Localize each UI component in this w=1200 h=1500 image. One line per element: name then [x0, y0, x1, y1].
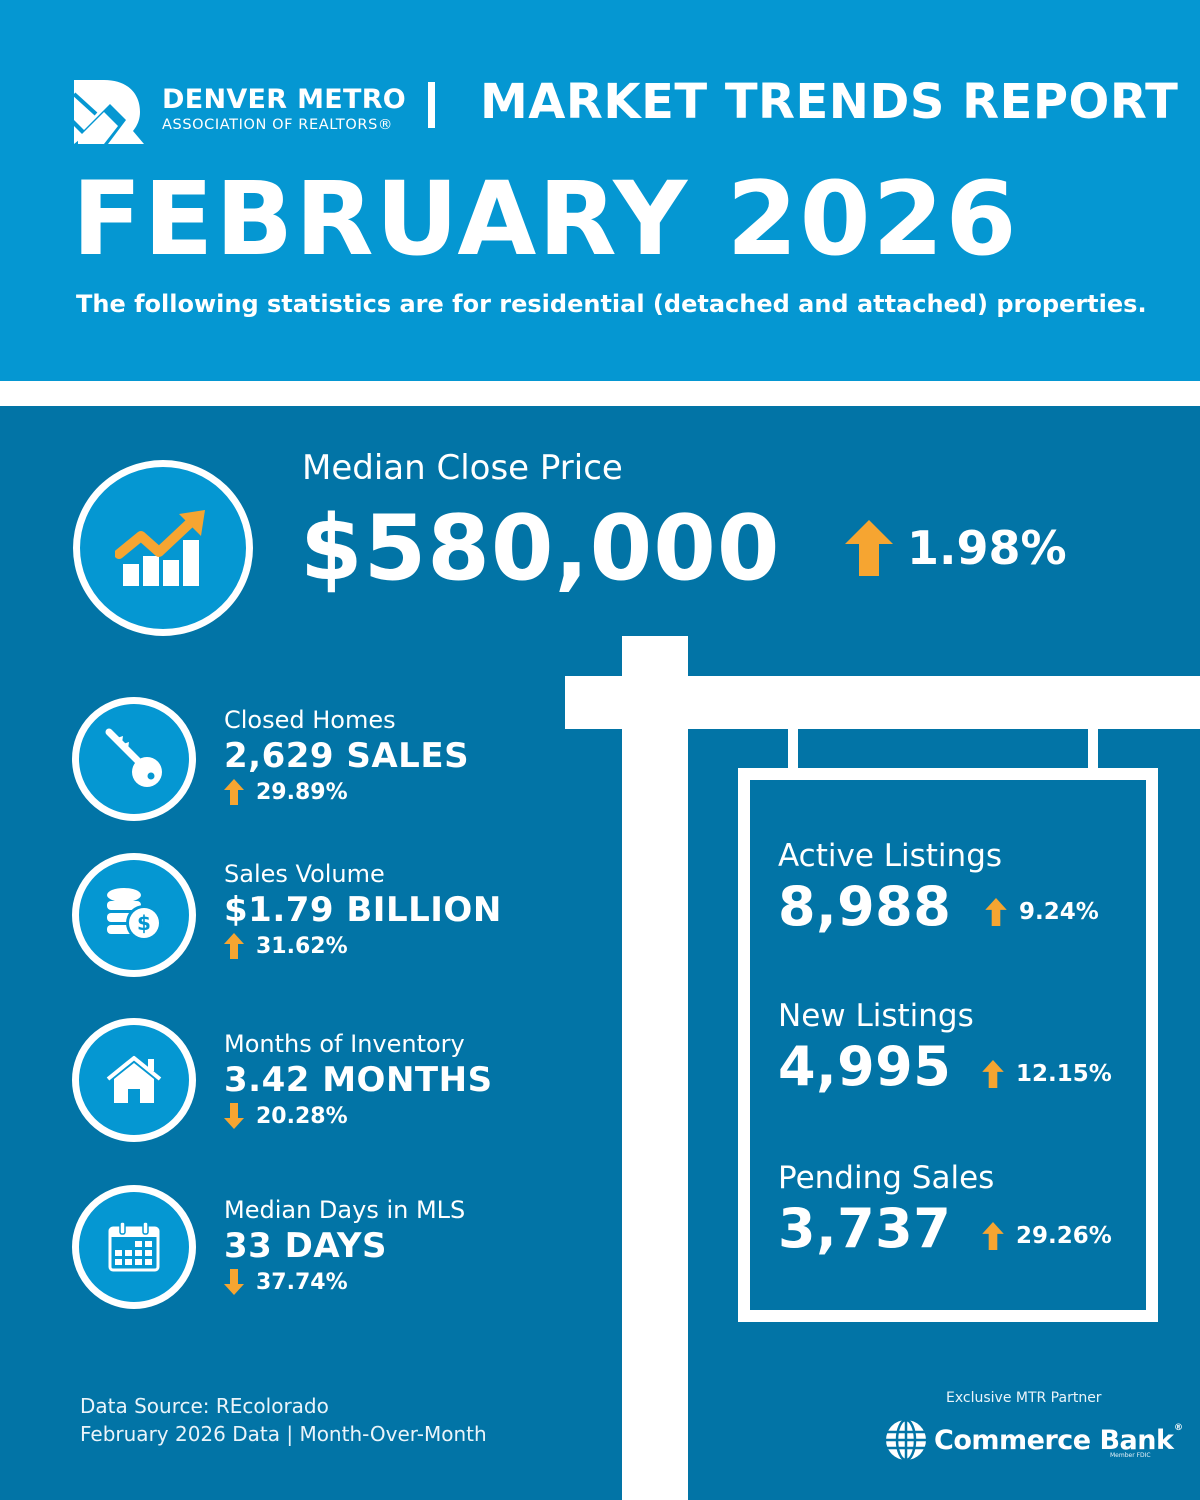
sign-stat-label: Pending Sales: [778, 1160, 995, 1196]
sign-stat-label: New Listings: [778, 998, 974, 1034]
change-percent: 29.26%: [1016, 1223, 1112, 1249]
white-divider-stripe: [0, 381, 1200, 406]
stat-value: 33 DAYS: [224, 1225, 388, 1266]
change-percent: 9.24%: [1019, 899, 1099, 925]
median-close-price-label: Median Close Price: [302, 448, 623, 488]
data-source-line2: February 2026 Data | Month-Over-Month: [80, 1422, 487, 1446]
calendar-icon: [108, 1222, 160, 1272]
sign-stat-change: 9.24%: [985, 898, 1099, 926]
arrow-up-icon: [985, 898, 1007, 926]
coins-icon-circle: $: [72, 853, 196, 977]
sign-stat-change: 29.26%: [982, 1222, 1112, 1250]
sign-post: [622, 636, 688, 1500]
stat-change: 20.28%: [224, 1103, 493, 1130]
stat-change: 37.74%: [224, 1269, 465, 1296]
sign-crossbar: [565, 676, 1200, 729]
data-source: Data Source: REcolorado February 2026 Da…: [80, 1392, 487, 1448]
sign-stat-value: 3,737: [778, 1197, 952, 1261]
arrow-up-icon: [982, 1060, 1004, 1088]
stat-months-inventory: Months of Inventory 3.42 MONTHS 20.28%: [224, 1030, 493, 1130]
arrow-up-icon: [224, 933, 244, 960]
svg-text:$: $: [137, 911, 151, 935]
key-icon: [105, 728, 162, 787]
sign-stat-change: 12.15%: [982, 1060, 1112, 1088]
sign-stat-pending-sales: Pending Sales 3,737 29.26%: [778, 1160, 1112, 1261]
stat-closed-homes: Closed Homes 2,629 SALES 29.89%: [224, 706, 470, 806]
stat-sales-volume: Sales Volume $1.79 BILLION 31.62%: [224, 860, 502, 960]
calendar-icon-circle: [72, 1185, 196, 1309]
stat-change: 31.62%: [224, 933, 502, 960]
change-percent: 31.62%: [256, 933, 348, 959]
arrow-up-icon: [982, 1222, 1004, 1250]
partner-fdic: Member FDIC: [1110, 1452, 1151, 1459]
partner-label: Exclusive MTR Partner: [946, 1390, 1102, 1406]
report-subtitle: The following statistics are for residen…: [76, 290, 1147, 318]
stat-label: Median Days in MLS: [224, 1196, 466, 1224]
partner-name-text: Commerce Bank: [934, 1424, 1174, 1456]
sign-stat-value: 8,988: [778, 875, 952, 939]
org-subtitle: ASSOCIATION OF REALTORS®: [162, 117, 393, 133]
chart-growth-icon: [115, 510, 205, 586]
stat-value: 2,629 SALES: [224, 735, 470, 776]
dmar-logo-icon: [74, 80, 144, 144]
change-percent: 1.98%: [907, 521, 1067, 575]
house-icon-circle: [72, 1018, 196, 1142]
median-close-price-value: $580,000: [300, 496, 781, 601]
sign-stat-value: 4,995: [778, 1035, 952, 1099]
sign-stat-label: Active Listings: [778, 838, 1003, 874]
sign-hanger-left: [788, 729, 798, 769]
month-title: FEBRUARY 2026: [72, 160, 1019, 279]
stat-change: 29.89%: [224, 779, 469, 806]
globe-icon: [886, 1418, 926, 1462]
arrow-down-icon: [224, 1269, 244, 1296]
key-icon-circle: [72, 697, 196, 821]
change-percent: 20.28%: [256, 1103, 348, 1129]
sign-stat-new-listings: New Listings 4,995 12.15%: [778, 998, 1112, 1099]
sign-hanger-right: [1088, 729, 1098, 769]
org-name: DENVER METRO: [162, 84, 407, 115]
change-percent: 12.15%: [1016, 1061, 1112, 1087]
change-percent: 29.89%: [256, 779, 348, 805]
arrow-down-icon: [224, 1103, 244, 1130]
header-banner: [0, 0, 1200, 381]
house-icon: [106, 1056, 162, 1103]
arrow-up-icon: [845, 520, 893, 576]
stat-value: $1.79 BILLION: [224, 889, 502, 930]
arrow-up-icon: [224, 779, 244, 806]
data-source-line1: Data Source: REcolorado: [80, 1394, 329, 1418]
commerce-bank-logo: Commerce Bank ®: [884, 1418, 1183, 1462]
coins-icon: $: [107, 888, 162, 941]
stat-label: Closed Homes: [224, 706, 396, 734]
change-percent: 37.74%: [256, 1269, 348, 1295]
stat-label: Sales Volume: [224, 860, 385, 888]
stat-label: Months of Inventory: [224, 1030, 465, 1058]
sign-board: [738, 768, 1158, 1322]
header-divider: [428, 82, 435, 128]
partner-name: Commerce Bank ®: [934, 1422, 1183, 1456]
chart-growth-icon-circle: [73, 460, 253, 636]
sign-stat-active-listings: Active Listings 8,988 9.24%: [778, 838, 1099, 939]
report-title: MARKET TRENDS REPORT: [480, 74, 1179, 130]
stat-median-days: Median Days in MLS 33 DAYS 37.74%: [224, 1196, 466, 1296]
stat-value: 3.42 MONTHS: [224, 1059, 493, 1100]
median-close-price-change: 1.98%: [845, 520, 1067, 576]
